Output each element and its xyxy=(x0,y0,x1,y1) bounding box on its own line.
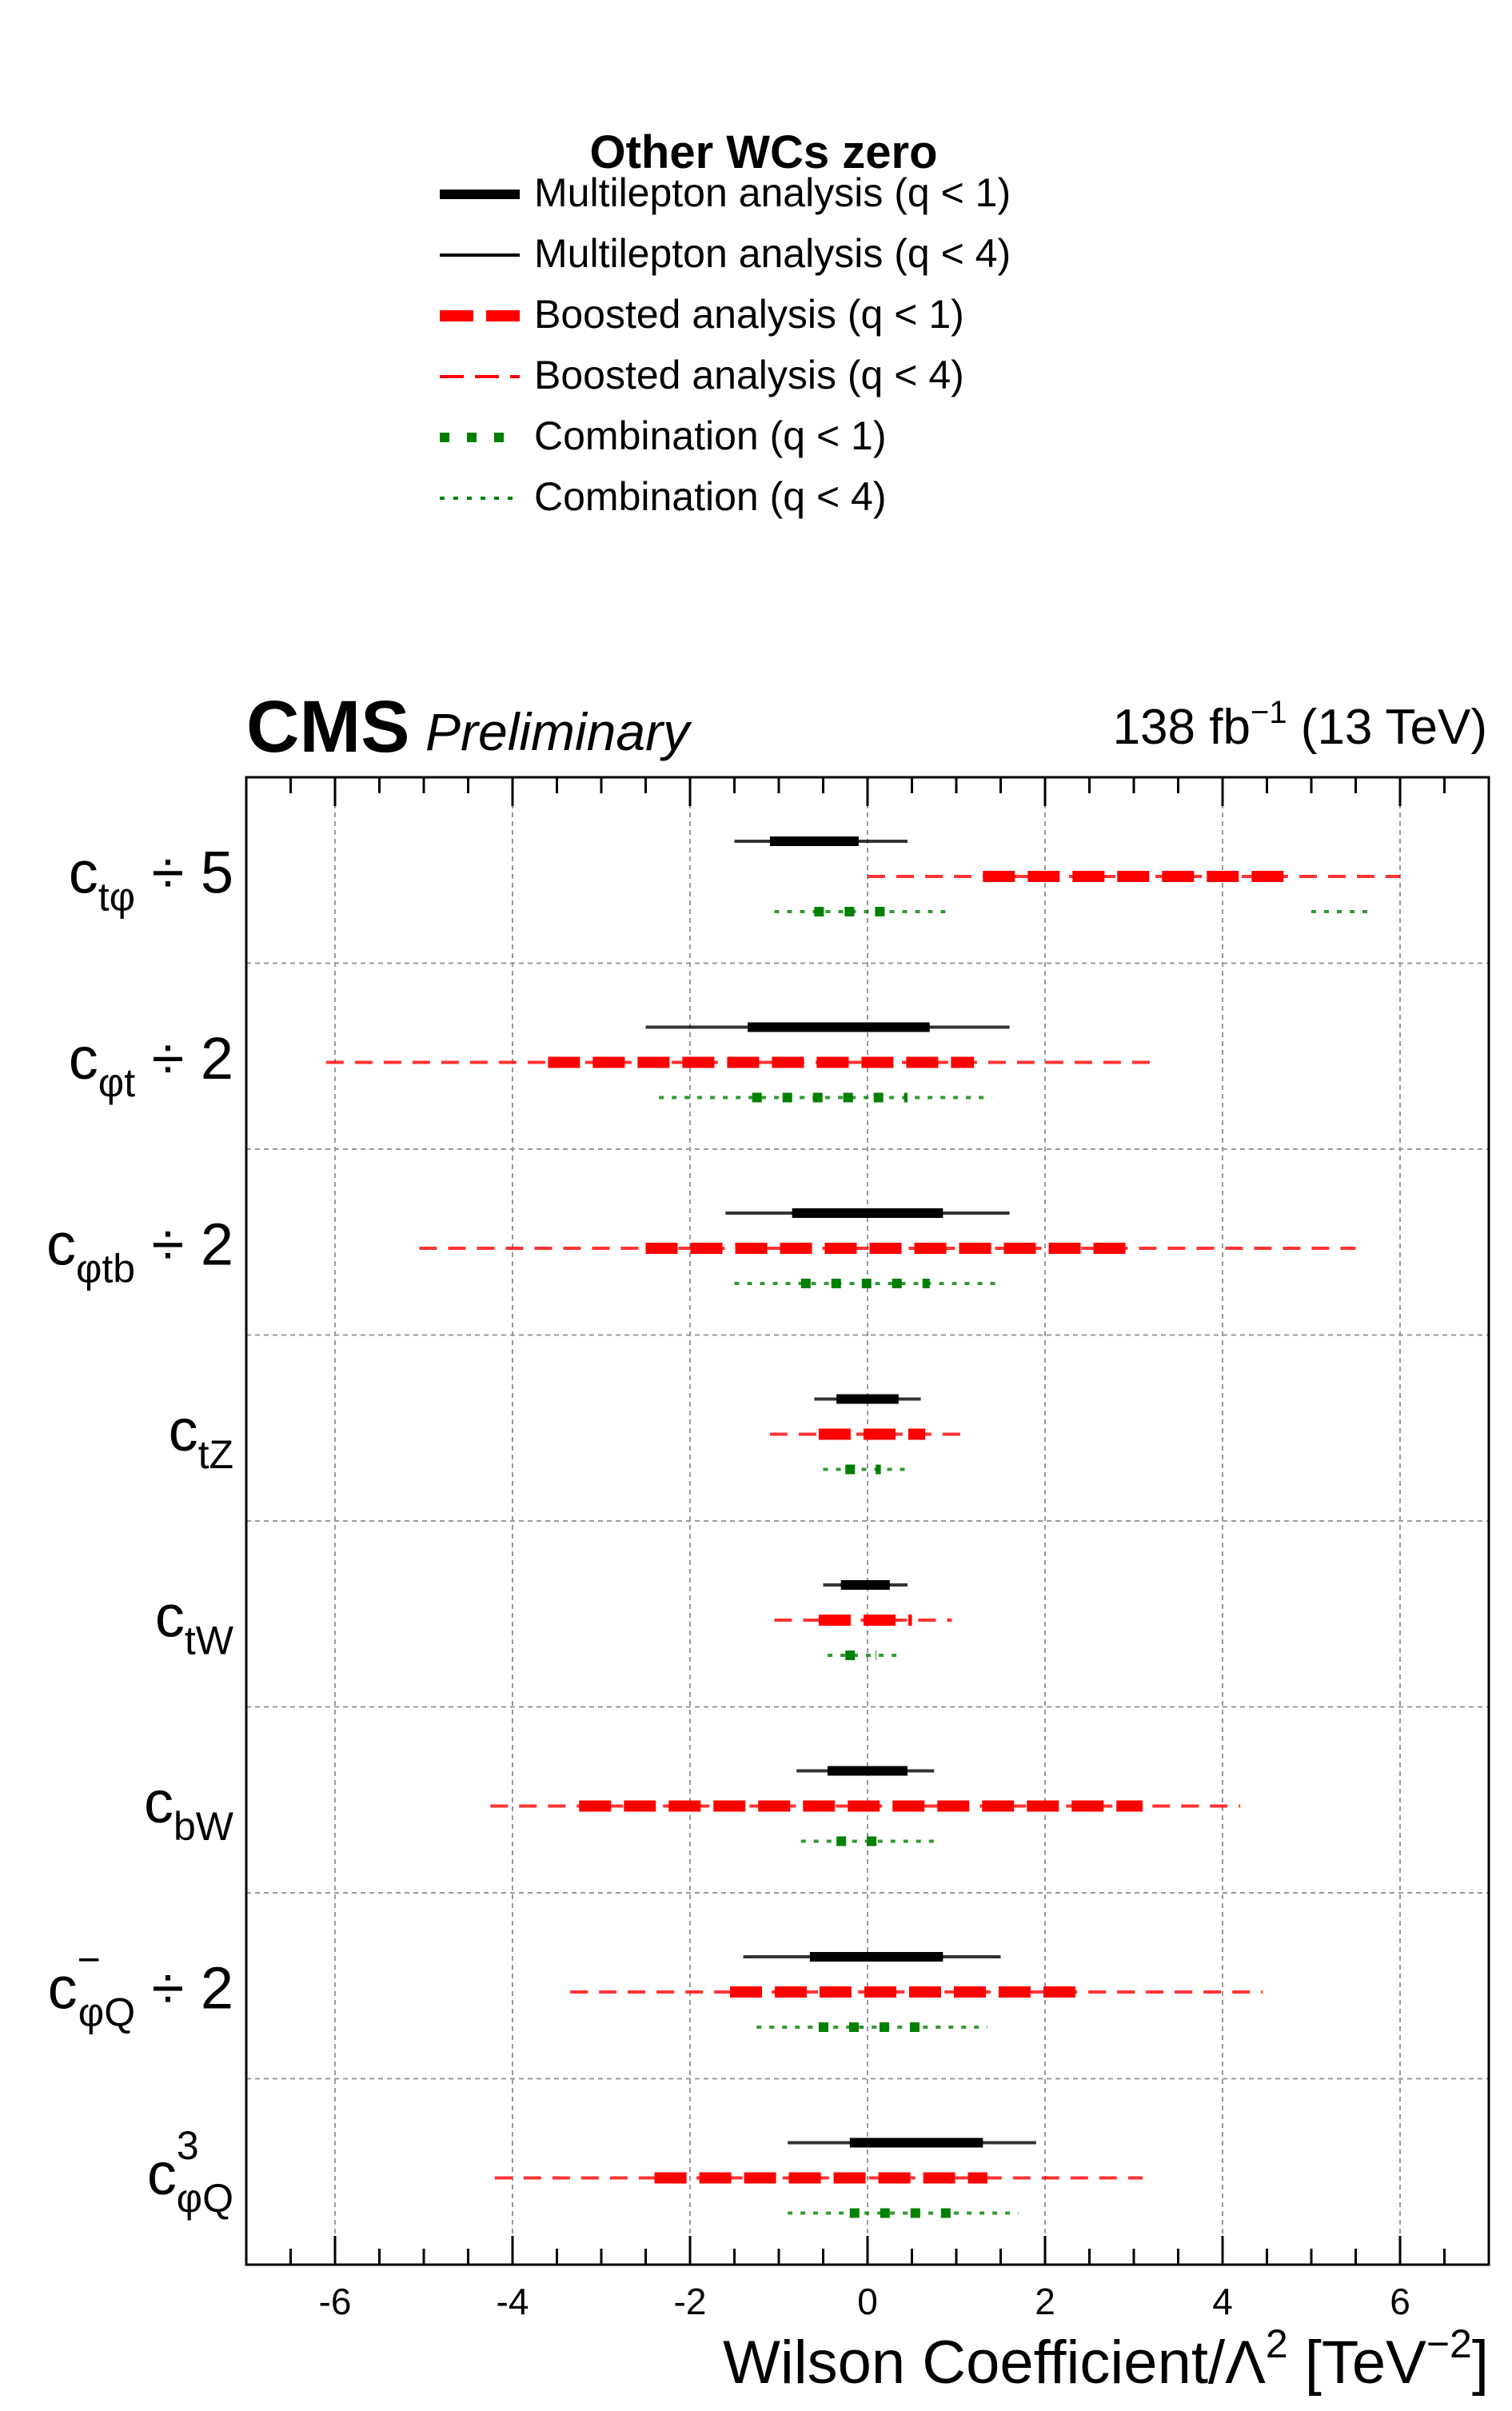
x-axis-label: Wilson Coefficient/Λ2 [TeV−2] xyxy=(723,2321,1489,2397)
coefficient-label-sup: − xyxy=(78,1937,101,1982)
coefficient-label-main: c xyxy=(69,1025,98,1092)
coefficient-label-main: c xyxy=(144,1769,174,1835)
coefficient-label-sub: φQ xyxy=(177,2176,233,2221)
x-axis-label-unit-open: [TeV xyxy=(1288,2329,1426,2397)
legend-label: Boosted analysis (q < 4) xyxy=(534,353,964,397)
x-tick-label: -6 xyxy=(319,2281,352,2322)
x-axis-label-unit-sup: −2 xyxy=(1426,2321,1472,2366)
coefficient-label-sub: tZ xyxy=(198,1432,233,1477)
cms-label: CMS xyxy=(246,686,409,768)
x-tick-label: 0 xyxy=(857,2281,878,2322)
coefficient-label: c3 φQ xyxy=(147,2123,233,2221)
coefficient-label-suffix: ÷ 2 xyxy=(135,1211,233,1277)
x-tick-label: -4 xyxy=(497,2281,529,2322)
intervals xyxy=(325,836,1400,2218)
x-tick-label: 4 xyxy=(1212,2281,1233,2322)
coefficient-label-sub: bW xyxy=(174,1804,234,1849)
coefficient-label: cbW xyxy=(144,1769,234,1849)
legend: Other WCs zero Multilepton analysis (q <… xyxy=(440,126,1011,519)
coefficient-label-main: c xyxy=(169,1397,198,1463)
coefficient-label-main: c xyxy=(155,1583,185,1649)
coefficient-label: cφtb ÷ 2 xyxy=(46,1211,233,1291)
horizontal-gridlines xyxy=(246,962,1489,2080)
coefficient-label-main: c xyxy=(147,2141,177,2207)
coefficient-label-main: c xyxy=(48,1954,78,2021)
legend-label: Combination (q < 1) xyxy=(534,413,887,458)
coefficient-label: cφt ÷ 2 xyxy=(69,1025,233,1105)
coefficient-label-main: c xyxy=(46,1211,76,1277)
x-axis-ticks xyxy=(245,777,1490,2265)
energy-label: (13 TeV) xyxy=(1287,700,1487,755)
coefficient-label-sub: φQ xyxy=(78,1990,135,2034)
x-axis-label-main: Wilson Coefficient/Λ xyxy=(723,2329,1266,2397)
coefficient-label-sub: tW xyxy=(185,1618,234,1663)
luminosity-label: 138 fb−1 (13 TeV) xyxy=(1113,695,1487,755)
legend-label: Multilepton analysis (q < 1) xyxy=(534,170,1011,215)
preliminary-label: Preliminary xyxy=(425,702,692,761)
coefficient-label-sub: tφ xyxy=(98,874,135,919)
legend-title: Other WCs zero xyxy=(589,126,937,178)
coefficient-label-sub: φtb xyxy=(76,1246,135,1291)
coefficient-label-suffix: ÷ 2 xyxy=(135,1025,233,1092)
legend-label: Combination (q < 4) xyxy=(534,474,887,519)
coefficient-label: ctW xyxy=(155,1583,234,1663)
coefficient-label-suffix: ÷ 2 xyxy=(135,1954,233,2021)
legend-label: Multilepton analysis (q < 4) xyxy=(534,231,1011,276)
coefficient-label-sub: φt xyxy=(98,1060,135,1105)
coefficient-label-sup: 3 xyxy=(177,2123,199,2168)
x-axis-label-unit-close: ] xyxy=(1472,2329,1489,2397)
coefficient-label-main: c xyxy=(69,839,98,905)
x-tick-label: 2 xyxy=(1035,2281,1055,2322)
x-tick-label: 6 xyxy=(1390,2281,1410,2322)
x-axis-tick-labels: -6 -4 -2 0 2 4 6 xyxy=(319,2281,1410,2322)
x-axis-label-sup: 2 xyxy=(1266,2321,1288,2366)
x-tick-label: -2 xyxy=(674,2281,707,2322)
coefficient-label: ctφ ÷ 5 xyxy=(69,839,233,919)
legend-label: Boosted analysis (q < 1) xyxy=(534,292,964,337)
coefficient-label: ctZ xyxy=(169,1397,233,1477)
coefficient-label: c− φQ ÷ 2 xyxy=(48,1937,233,2034)
coefficient-label-suffix: ÷ 5 xyxy=(135,839,233,905)
lumi-exponent: −1 xyxy=(1251,695,1287,730)
lumi-value: 138 fb xyxy=(1113,700,1251,755)
